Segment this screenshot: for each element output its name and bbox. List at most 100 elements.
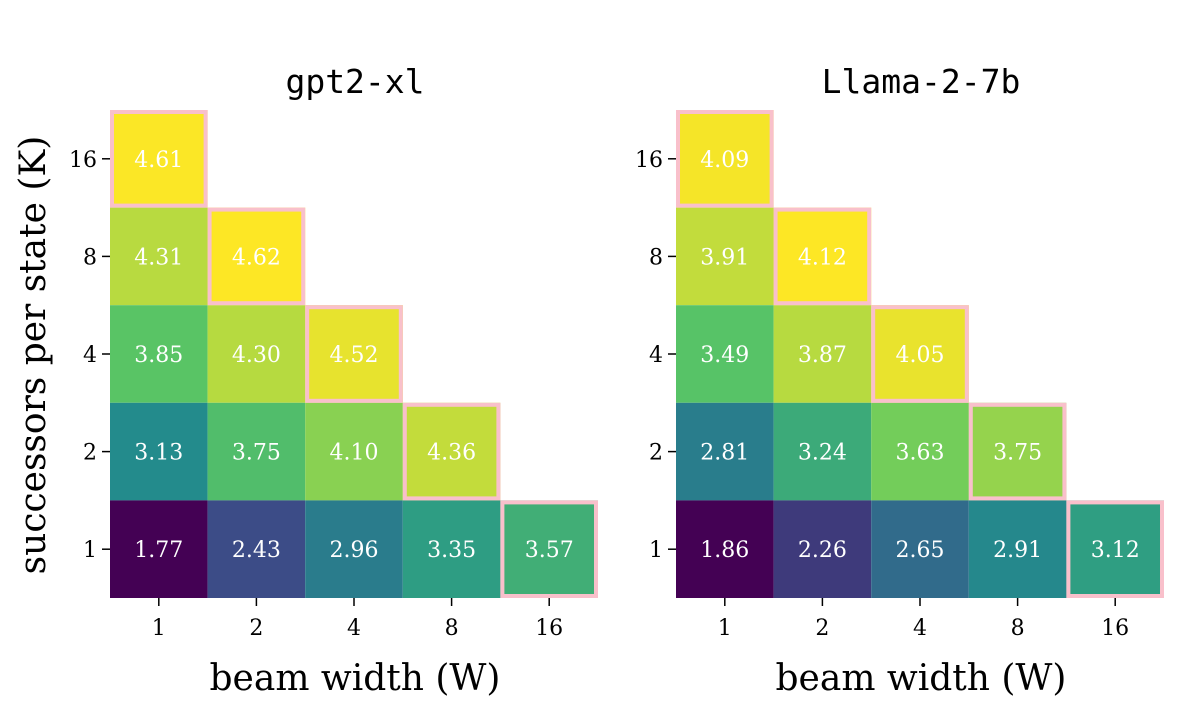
heatmap-cell	[110, 402, 208, 501]
highlight-border	[207, 207, 306, 306]
cell-value-label: 3.24	[798, 441, 847, 466]
cell-value-label: 3.87	[798, 343, 847, 368]
heatmap-cell	[1066, 500, 1164, 598]
heatmap-cells	[676, 110, 1164, 598]
cell-value-label: 4.62	[232, 245, 281, 270]
heatmap-cell	[676, 207, 774, 306]
y-tick-label: 2	[649, 441, 663, 466]
highlight-border	[773, 207, 872, 306]
cell-value-label: 3.75	[993, 441, 1042, 466]
highlight-border	[676, 110, 774, 208]
x-tick-label: 4	[913, 616, 927, 641]
cell-value-labels: 4.09 3.91 4.12 3.49 3.87 4.05 2.81 3.24 3.63 3.75…	[700, 148, 1139, 563]
y-axis-ticks: 16 8 4 2 1	[635, 148, 676, 563]
heatmap-cell	[871, 500, 969, 598]
heatmap-cell	[676, 402, 774, 501]
y-tick-label: 2	[83, 441, 97, 466]
y-tick-label: 8	[83, 245, 97, 270]
cell-value-label: 4.31	[134, 245, 183, 270]
cell-value-label: 1.77	[134, 538, 183, 563]
cell-value-label: 3.35	[427, 538, 476, 563]
panel-title: gpt2-xl	[285, 62, 424, 101]
y-tick-label: 8	[649, 245, 663, 270]
heatmap-cell	[968, 402, 1067, 501]
heatmap-cell	[207, 207, 306, 306]
cell-value-labels: 4.61 4.31 4.62 3.85 4.30 4.52 3.13 3.75 4.10 4.36…	[134, 148, 573, 563]
heatmap-cell	[305, 305, 403, 403]
heatmap-cell	[110, 207, 208, 306]
y-tick-label: 4	[649, 343, 663, 368]
cell-value-label: 2.91	[993, 538, 1042, 563]
y-tick-label: 16	[69, 148, 97, 173]
heatmap-cell	[110, 305, 208, 403]
x-axis-label: beam width (W)	[210, 658, 501, 699]
heatmap-cell	[773, 207, 872, 306]
x-tick-label: 16	[535, 616, 563, 641]
cell-value-label: 4.12	[798, 245, 847, 270]
y-tick-label: 16	[635, 148, 663, 173]
highlight-borders	[676, 110, 1165, 598]
cell-value-label: 4.30	[232, 343, 281, 368]
heatmap-cell	[207, 500, 306, 598]
heatmap-cell	[305, 500, 403, 598]
heatmap-cell	[968, 500, 1067, 598]
cell-value-label: 3.75	[232, 441, 281, 466]
heatmap-cell	[871, 305, 969, 403]
cell-value-label: 4.05	[896, 343, 945, 368]
highlight-border	[305, 305, 403, 403]
x-tick-label: 2	[249, 616, 263, 641]
cell-value-label: 2.26	[798, 538, 847, 563]
x-axis-ticks: 1 2 4 8 16	[718, 598, 1129, 641]
highlight-border	[1066, 500, 1165, 598]
cell-value-label: 3.57	[525, 538, 574, 563]
y-tick-label: 4	[83, 343, 97, 368]
heatmap-cell	[402, 402, 501, 501]
heatmap-cell	[402, 500, 501, 598]
y-tick-label: 1	[83, 538, 97, 563]
heatmap-cell	[773, 402, 872, 501]
cell-value-label: 3.12	[1091, 538, 1140, 563]
x-tick-label: 1	[152, 616, 166, 641]
heatmap-panel-gpt2-xl: gpt2-xl 4.61 4.31 4.62 3.85 4.30 4.52 3.13 3.75…	[13, 62, 598, 699]
heatmap-cell	[500, 500, 598, 598]
x-tick-label: 4	[347, 616, 361, 641]
y-tick-label: 1	[649, 538, 663, 563]
x-tick-label: 8	[1011, 616, 1025, 641]
cell-value-label: 4.36	[427, 441, 476, 466]
highlight-border	[402, 402, 501, 501]
x-tick-label: 16	[1101, 616, 1129, 641]
heatmap-cell	[305, 402, 403, 501]
highlight-border	[968, 402, 1067, 501]
cell-value-label: 3.49	[700, 343, 749, 368]
cell-value-label: 4.61	[134, 148, 183, 173]
cell-value-label: 2.65	[896, 538, 945, 563]
heatmap-panel-llama-2-7b: Llama-2-7b 4.09 3.91 4.12 3.49 3.87 4.05 2.81 3…	[635, 62, 1165, 699]
x-axis-label: beam width (W)	[776, 658, 1067, 699]
cell-value-label: 4.10	[330, 441, 379, 466]
cell-value-label: 2.43	[232, 538, 281, 563]
highlight-border	[871, 305, 969, 403]
cell-value-label: 3.85	[134, 343, 183, 368]
heatmap-cell	[676, 110, 774, 208]
cell-value-label: 3.13	[134, 441, 183, 466]
heatmap-cell	[110, 110, 208, 208]
cell-value-label: 4.52	[330, 343, 379, 368]
highlight-border	[110, 110, 208, 208]
heatmap-cell	[773, 305, 872, 403]
x-tick-label: 8	[445, 616, 459, 641]
highlight-border	[500, 500, 598, 598]
heatmap-cell	[207, 402, 306, 501]
cell-value-label: 1.86	[700, 538, 749, 563]
heatmap-cell	[110, 500, 208, 598]
cell-value-label: 4.09	[700, 148, 749, 173]
highlight-borders	[110, 110, 598, 598]
x-axis-ticks: 1 2 4 8 16	[152, 598, 563, 641]
heatmap-cell	[871, 402, 969, 501]
cell-value-label: 2.81	[700, 441, 749, 466]
y-axis-label: successors per state (K)	[13, 136, 54, 575]
y-axis-ticks: 16 8 4 2 1	[69, 148, 110, 563]
x-tick-label: 2	[815, 616, 829, 641]
heatmap-cell	[207, 305, 306, 403]
cell-value-label: 3.91	[700, 245, 749, 270]
